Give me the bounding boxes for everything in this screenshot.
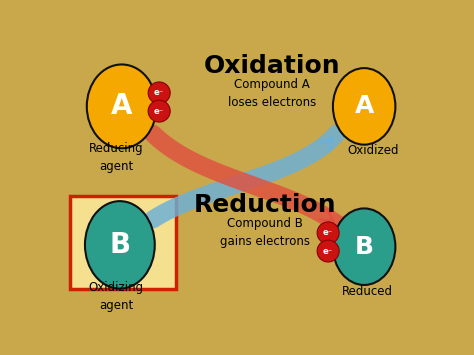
Text: e⁻: e⁻	[154, 106, 164, 116]
Ellipse shape	[333, 208, 395, 285]
Text: Oxidation: Oxidation	[204, 54, 341, 78]
Text: B: B	[109, 231, 130, 259]
Text: e⁻: e⁻	[323, 247, 333, 256]
Ellipse shape	[333, 68, 395, 144]
Text: e⁻: e⁻	[323, 228, 333, 237]
Ellipse shape	[317, 222, 339, 244]
Text: B: B	[355, 235, 374, 259]
Ellipse shape	[317, 240, 339, 262]
Ellipse shape	[87, 65, 156, 148]
Text: Reduction: Reduction	[194, 193, 336, 217]
Ellipse shape	[148, 82, 170, 104]
FancyBboxPatch shape	[70, 196, 176, 289]
Text: Reduced: Reduced	[342, 285, 393, 297]
Text: e⁻: e⁻	[154, 88, 164, 97]
Text: Reducing
agent: Reducing agent	[89, 142, 144, 173]
Ellipse shape	[85, 201, 155, 289]
Ellipse shape	[148, 100, 170, 122]
Text: Compound A
loses electrons: Compound A loses electrons	[228, 78, 317, 109]
Text: Compound B
gains electrons: Compound B gains electrons	[220, 217, 310, 248]
Text: A: A	[111, 92, 132, 120]
Text: Oxidized: Oxidized	[347, 144, 399, 157]
Text: Oxidizing
agent: Oxidizing agent	[89, 281, 144, 312]
Text: A: A	[355, 94, 374, 118]
